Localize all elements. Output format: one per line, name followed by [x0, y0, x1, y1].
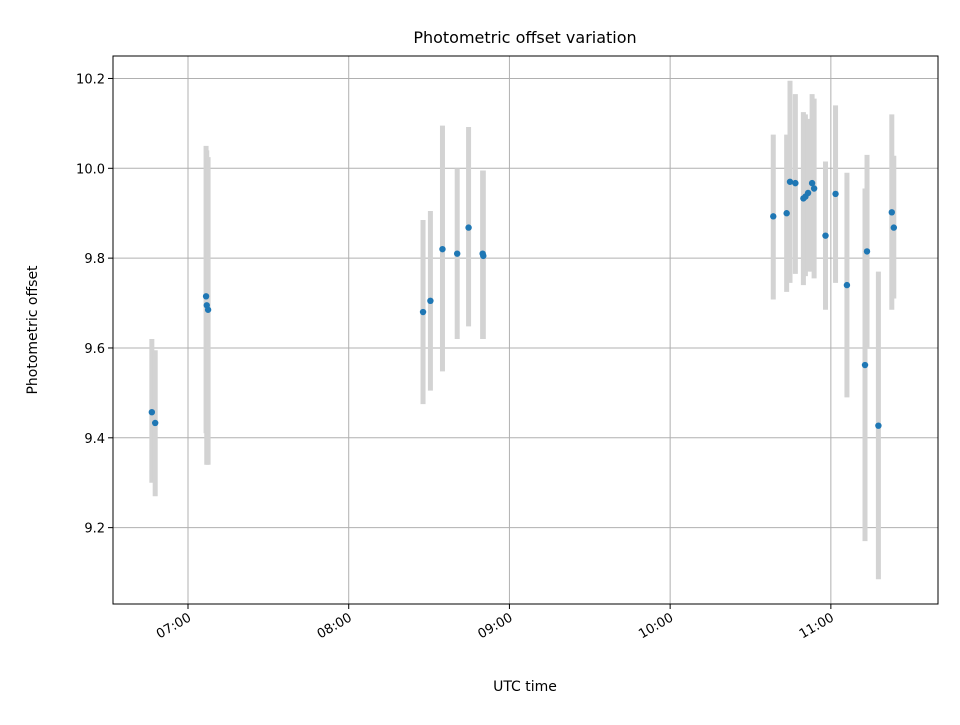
data-point — [480, 252, 487, 260]
grid-layer — [113, 56, 938, 604]
data-point — [875, 422, 882, 429]
y-tick-label: 9.6 — [84, 342, 105, 357]
data-point — [863, 248, 871, 255]
point-layer — [148, 178, 898, 429]
y-tick-label: 9.8 — [84, 252, 105, 267]
data-point — [808, 179, 816, 187]
data-point — [204, 306, 212, 313]
x-axis-label: UTC time — [493, 679, 557, 695]
data-point — [427, 297, 434, 305]
data-point — [888, 209, 895, 216]
y-tick-label: 10.2 — [76, 72, 105, 87]
data-point — [786, 178, 794, 185]
data-point — [792, 179, 799, 187]
y-axis-label: Photometric offset — [25, 265, 41, 395]
y-tick-label: 9.4 — [84, 432, 105, 447]
data-point — [843, 281, 851, 289]
data-point — [465, 224, 472, 231]
data-point — [770, 213, 777, 220]
data-point — [148, 409, 156, 416]
data-point — [439, 245, 446, 253]
data-point — [804, 189, 812, 197]
data-point — [822, 232, 829, 239]
data-point — [783, 210, 790, 217]
data-point — [810, 185, 818, 192]
y-tick-label: 9.2 — [84, 522, 105, 537]
data-point — [832, 190, 839, 198]
data-point — [151, 419, 159, 427]
data-point — [202, 293, 210, 300]
plot-frame — [112, 55, 939, 605]
chart-title: Photometric offset variation — [413, 28, 636, 47]
data-point — [861, 361, 869, 369]
data-point — [453, 250, 461, 257]
data-point — [419, 308, 427, 316]
y-tick-label: 10.0 — [76, 162, 105, 177]
data-point — [890, 224, 898, 231]
